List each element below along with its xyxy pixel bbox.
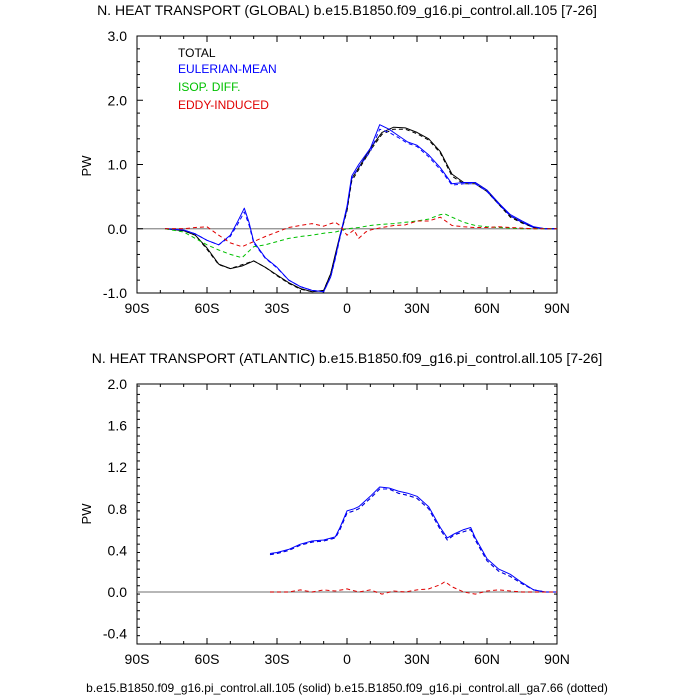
x-tick-label: 90S — [125, 651, 150, 667]
footer-caption: b.e15.B1850.f09_g16.pi_control.all.105 (… — [86, 681, 608, 695]
global-title: N. HEAT TRANSPORT (GLOBAL) b.e15.B1850.f… — [97, 2, 597, 18]
global-panel: N. HEAT TRANSPORT (GLOBAL) b.e15.B1850.f… — [79, 2, 597, 316]
legend-eddy-induced: EDDY-INDUCED — [178, 98, 269, 112]
atlantic-panel: N. HEAT TRANSPORT (ATLANTIC) b.e15.B1850… — [79, 350, 602, 667]
x-tick-label: 90N — [544, 651, 570, 667]
x-tick-label: 30S — [265, 651, 290, 667]
x-tick-label: 60N — [474, 651, 500, 667]
global-ylabel: PW — [79, 155, 94, 177]
x-tick-label: 60N — [474, 300, 500, 316]
series-eulerian-mean-solid — [164, 124, 557, 293]
x-tick-label: 30N — [404, 300, 430, 316]
series-isop-diff-dashed — [164, 213, 557, 259]
y-tick-label: 0.0 — [108, 584, 128, 600]
atlantic-title: N. HEAT TRANSPORT (ATLANTIC) b.e15.B1850… — [92, 350, 602, 366]
x-tick-label: 90N — [544, 300, 570, 316]
y-tick-label: 2.0 — [108, 376, 128, 392]
x-tick-label: 30N — [404, 651, 430, 667]
x-tick-label: 30S — [265, 300, 290, 316]
y-tick-label: 0.4 — [108, 542, 128, 558]
x-tick-label: 60S — [195, 651, 220, 667]
y-tick-label: 2.0 — [108, 92, 128, 108]
y-tick-label: 0.8 — [108, 501, 128, 517]
x-tick-label: 0 — [343, 300, 351, 316]
x-tick-label: 90S — [125, 300, 150, 316]
y-tick-label: 3.0 — [108, 28, 128, 44]
series-total-solid — [164, 126, 557, 293]
y-tick-label: -0.4 — [103, 626, 127, 642]
x-tick-label: 0 — [343, 651, 351, 667]
y-tick-label: -1.0 — [103, 285, 127, 301]
y-tick-label: 1.0 — [108, 157, 128, 173]
y-tick-label: 1.2 — [108, 459, 128, 475]
series-eddy-induced-dashed — [270, 581, 557, 595]
atlantic-ylabel: PW — [79, 503, 94, 525]
legend-total: TOTAL — [178, 46, 216, 60]
y-tick-label: 1.6 — [108, 418, 128, 434]
legend-eulerian-mean: EULERIAN-MEAN — [178, 62, 277, 76]
legend: TOTAL EULERIAN-MEAN ISOP. DIFF. EDDY-IND… — [178, 46, 277, 112]
series-eulerian-mean-dashed — [269, 488, 557, 593]
series-total-dashed — [164, 128, 557, 293]
series-eulerian-mean-solid — [269, 486, 557, 593]
x-tick-label: 60S — [195, 300, 220, 316]
legend-isop-diff: ISOP. DIFF. — [178, 80, 240, 94]
y-tick-label: 0.0 — [108, 221, 128, 237]
series-eulerian-mean-dashed — [164, 128, 557, 293]
series-eddy-induced-dashed — [165, 216, 557, 248]
